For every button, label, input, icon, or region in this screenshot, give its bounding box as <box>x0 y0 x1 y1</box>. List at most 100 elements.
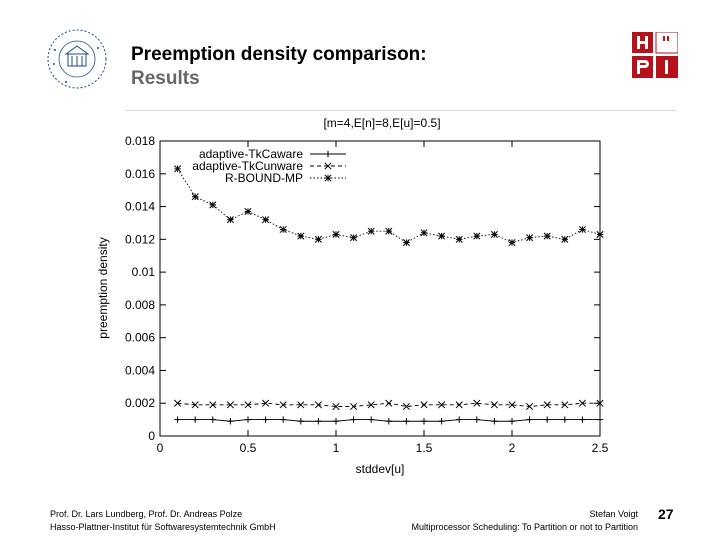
data-point-1 <box>473 399 481 407</box>
data-point-1 <box>402 402 410 411</box>
data-point-0 <box>508 418 516 425</box>
data-point-2 <box>561 235 569 243</box>
data-point-1 <box>596 399 604 407</box>
data-point-1 <box>314 401 322 409</box>
data-point-2 <box>279 225 287 234</box>
data-point-0 <box>526 416 533 423</box>
x-tick-label: 2.5 <box>592 441 609 455</box>
footer-institute: Hasso-Plattner-Institut für Softwaresyst… <box>50 522 276 532</box>
university-seal-logo <box>47 29 107 89</box>
y-tick-label: 0.006 <box>125 331 155 345</box>
data-point-2 <box>543 232 551 240</box>
data-point-2 <box>420 229 428 237</box>
x-tick-label: 2 <box>509 441 516 455</box>
data-point-1 <box>490 401 498 409</box>
data-point-1 <box>174 399 182 407</box>
data-point-1 <box>578 399 586 407</box>
x-tick-label: 1 <box>333 441 340 455</box>
y-tick-label: 0.016 <box>125 167 155 181</box>
data-point-0 <box>491 418 498 425</box>
footer-presenter: Stefan Voigt <box>589 509 638 519</box>
hpi-logo <box>632 32 678 78</box>
data-point-2 <box>438 232 446 240</box>
x-tick-label: 1.5 <box>416 441 433 455</box>
y-tick-label: 0 <box>148 429 155 443</box>
data-point-1 <box>508 401 516 409</box>
data-point-0 <box>368 416 375 423</box>
legend-label-0: adaptive-TkCaware <box>199 147 303 161</box>
data-point-2 <box>490 230 498 238</box>
data-point-0 <box>403 418 410 425</box>
y-tick-label: 0.004 <box>125 363 155 377</box>
data-point-0 <box>227 418 234 425</box>
header-divider <box>126 110 676 111</box>
data-point-1 <box>385 399 393 407</box>
data-point-1 <box>455 401 463 409</box>
page-number: 27 <box>658 506 674 522</box>
data-point-2 <box>350 234 358 242</box>
data-point-2 <box>402 239 410 247</box>
data-point-1 <box>279 401 287 409</box>
data-point-2 <box>297 232 305 240</box>
data-point-2 <box>226 216 234 224</box>
slide-title-main: Preemption density comparison: <box>131 44 427 65</box>
data-point-0 <box>473 416 480 423</box>
data-point-2 <box>314 235 322 243</box>
data-point-0 <box>385 418 392 425</box>
data-point-0 <box>544 416 551 423</box>
data-point-0 <box>561 416 568 423</box>
legend-label-2: R-BOUND-MP <box>225 171 303 185</box>
footer-right: Stefan Voigt Multiprocessor Scheduling: … <box>412 508 638 534</box>
data-point-2 <box>455 235 463 243</box>
data-point-1 <box>526 402 534 411</box>
data-point-1 <box>350 402 358 411</box>
legend-label-1: adaptive-TkCunware <box>192 159 303 173</box>
chart-title: [m=4,E[n]=8,E[u]=0.5] <box>323 116 440 130</box>
y-tick-label: 0.018 <box>125 134 155 148</box>
slide-title: Preemption density comparison: Results <box>131 44 427 90</box>
data-point-2 <box>209 201 217 209</box>
y-tick-label: 0.012 <box>125 232 155 246</box>
data-point-2 <box>578 225 586 234</box>
data-point-1 <box>191 401 199 409</box>
y-tick-label: 0.01 <box>132 265 156 279</box>
footer-left: Prof. Dr. Lars Lundberg, Prof. Dr. Andre… <box>50 508 276 534</box>
data-point-1 <box>561 401 569 409</box>
y-tick-label: 0.008 <box>125 298 155 312</box>
data-point-1 <box>420 401 428 409</box>
data-point-0 <box>332 418 340 425</box>
plot-frame <box>159 140 601 437</box>
data-point-0 <box>297 418 304 425</box>
data-point-1 <box>226 401 234 409</box>
data-point-2 <box>508 239 516 247</box>
preemption-density-chart: [m=4,E[n]=8,E[u]=0.5] 0 0.002 0.004 0.006 0.… <box>96 116 609 476</box>
footer-talk-title: Multiprocessor Scheduling: To Partition … <box>411 522 638 532</box>
data-point-0 <box>244 416 252 423</box>
data-point-1 <box>209 401 217 409</box>
data-point-2 <box>244 207 252 216</box>
legend-marker-0 <box>324 150 332 158</box>
data-point-2 <box>262 216 270 224</box>
data-point-0 <box>438 418 445 425</box>
data-point-2 <box>596 230 604 238</box>
data-point-1 <box>244 401 252 409</box>
footer-authors: Prof. Dr. Lars Lundberg, Prof. Dr. Andre… <box>50 509 243 519</box>
data-point-2 <box>174 165 182 173</box>
data-point-2 <box>473 232 481 240</box>
data-point-0 <box>315 418 322 425</box>
x-tick-label: 0 <box>157 441 164 455</box>
legend-marker-1 <box>324 162 332 170</box>
data-point-0 <box>192 416 199 423</box>
data-point-2 <box>526 234 534 242</box>
data-point-1 <box>543 401 551 409</box>
data-point-0 <box>174 416 181 423</box>
data-point-0 <box>262 416 269 423</box>
data-point-1 <box>367 401 375 409</box>
data-point-0 <box>456 416 463 423</box>
data-point-2 <box>191 193 199 201</box>
data-point-0 <box>596 416 604 423</box>
data-point-2 <box>367 227 375 235</box>
data-point-2 <box>332 230 340 238</box>
y-tick-label: 0.014 <box>125 200 155 214</box>
data-point-1 <box>332 402 340 411</box>
